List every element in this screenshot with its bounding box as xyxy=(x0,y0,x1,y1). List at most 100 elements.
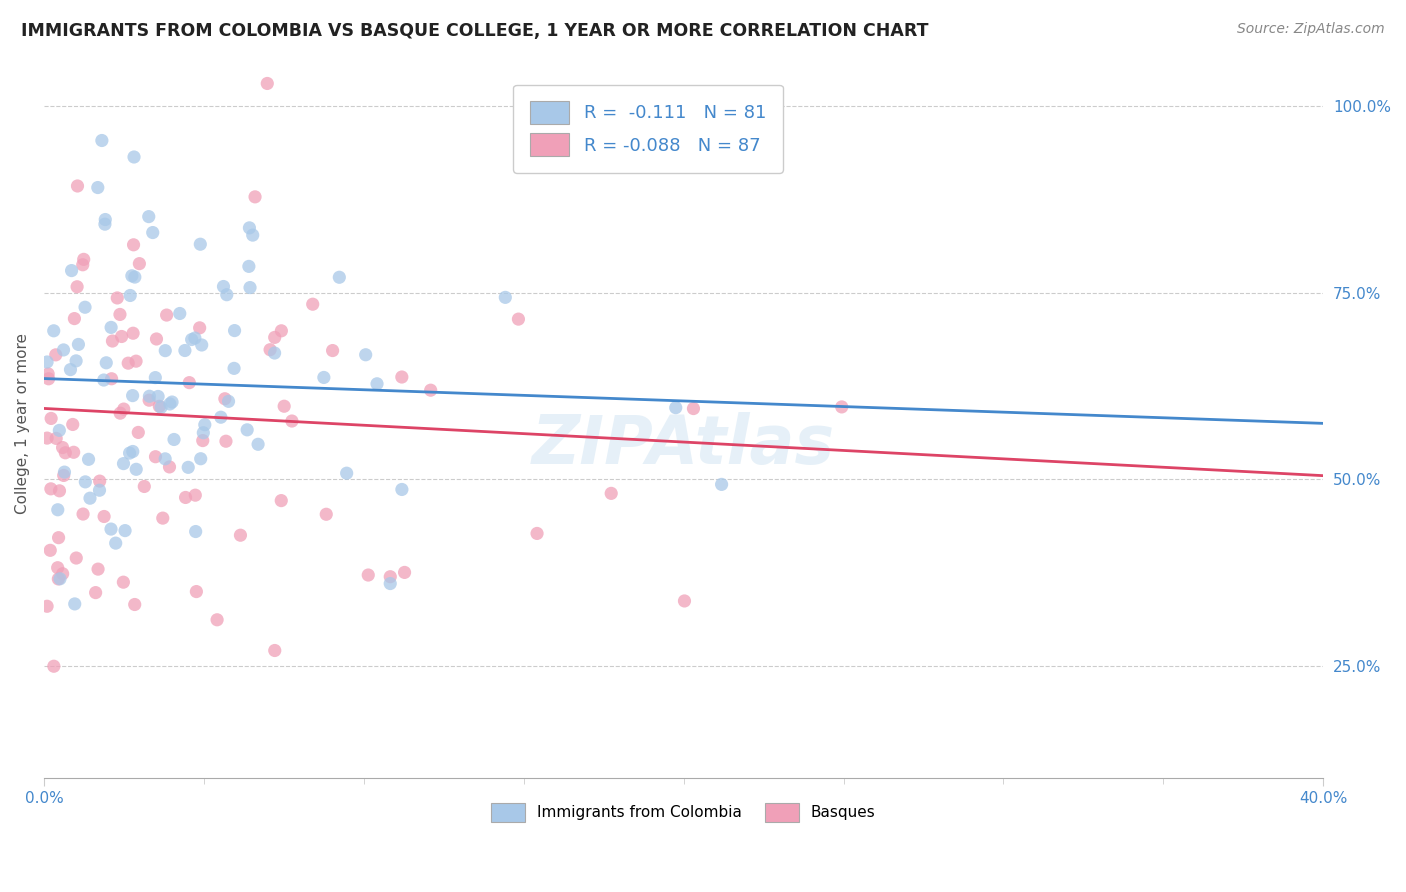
Point xyxy=(79,491,101,506)
Point xyxy=(177,460,200,475)
Point xyxy=(186,584,208,599)
Point xyxy=(46,560,69,574)
Point xyxy=(72,258,94,272)
Point xyxy=(100,372,122,386)
Point xyxy=(118,446,141,460)
Point xyxy=(169,306,191,320)
Point xyxy=(48,531,70,545)
Point xyxy=(222,361,245,376)
Point xyxy=(190,338,212,352)
Point xyxy=(94,212,117,227)
Point xyxy=(391,483,413,497)
Point xyxy=(315,508,337,522)
Point xyxy=(35,431,58,445)
Point xyxy=(236,423,259,437)
Point xyxy=(215,287,238,301)
Point xyxy=(124,270,146,285)
Point xyxy=(37,367,59,381)
Point xyxy=(48,424,70,438)
Point xyxy=(49,572,72,586)
Point xyxy=(508,312,530,326)
Point xyxy=(394,566,416,580)
Point xyxy=(46,502,69,516)
Point xyxy=(35,599,58,614)
Point xyxy=(174,343,197,358)
Point xyxy=(121,268,143,283)
Point xyxy=(105,291,128,305)
Point xyxy=(159,459,181,474)
Point xyxy=(127,425,149,440)
Point xyxy=(419,383,441,397)
Point xyxy=(39,482,62,496)
Point xyxy=(134,479,156,493)
Point xyxy=(75,475,97,489)
Point xyxy=(66,179,89,194)
Point xyxy=(87,180,110,194)
Point xyxy=(112,402,135,417)
Point xyxy=(336,466,359,480)
Point xyxy=(122,150,145,164)
Point xyxy=(52,468,75,483)
Point xyxy=(67,337,90,351)
Point xyxy=(48,483,70,498)
Point xyxy=(84,585,107,599)
Point xyxy=(155,343,177,358)
Point xyxy=(710,477,733,491)
Point xyxy=(93,373,115,387)
Point xyxy=(179,376,201,390)
Point xyxy=(42,659,65,673)
Point xyxy=(494,290,516,304)
Point xyxy=(215,434,238,449)
Point xyxy=(128,257,150,271)
Point xyxy=(59,362,82,376)
Point xyxy=(138,389,160,403)
Point xyxy=(224,324,246,338)
Point xyxy=(243,190,266,204)
Point xyxy=(194,417,217,432)
Point xyxy=(138,210,160,224)
Point xyxy=(35,355,58,369)
Text: Source: ZipAtlas.com: Source: ZipAtlas.com xyxy=(1237,22,1385,37)
Point xyxy=(101,334,124,348)
Point xyxy=(322,343,344,358)
Point xyxy=(66,279,89,293)
Point xyxy=(45,348,67,362)
Point xyxy=(52,566,75,581)
Point xyxy=(159,397,181,411)
Point xyxy=(125,462,148,476)
Point xyxy=(328,270,350,285)
Point xyxy=(93,509,115,524)
Point xyxy=(212,279,235,293)
Point xyxy=(357,568,380,582)
Point xyxy=(63,311,86,326)
Point xyxy=(188,237,211,252)
Point xyxy=(96,356,118,370)
Point xyxy=(247,437,270,451)
Point xyxy=(117,356,139,370)
Point xyxy=(100,320,122,334)
Point xyxy=(188,321,211,335)
Point xyxy=(152,511,174,525)
Point xyxy=(72,507,94,521)
Point xyxy=(218,394,240,409)
Point xyxy=(110,406,132,420)
Point xyxy=(122,237,145,252)
Point xyxy=(263,330,285,344)
Point xyxy=(112,575,135,590)
Point xyxy=(100,522,122,536)
Point xyxy=(682,401,704,416)
Point xyxy=(104,536,127,550)
Point xyxy=(312,370,335,384)
Point xyxy=(89,483,111,498)
Point xyxy=(143,370,166,384)
Point xyxy=(190,451,212,466)
Point xyxy=(89,474,111,488)
Point xyxy=(73,252,96,267)
Point xyxy=(205,613,228,627)
Point xyxy=(46,572,69,586)
Point xyxy=(124,598,146,612)
Point xyxy=(831,400,853,414)
Point xyxy=(39,543,62,558)
Point xyxy=(42,324,65,338)
Point xyxy=(122,326,145,341)
